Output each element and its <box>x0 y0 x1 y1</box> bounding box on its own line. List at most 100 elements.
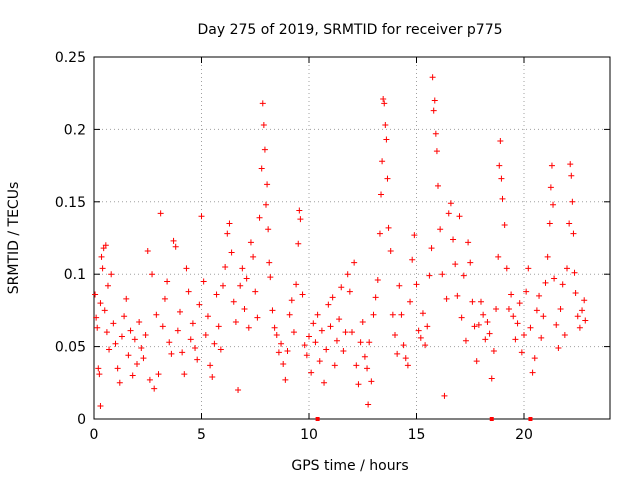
data-point <box>572 290 579 297</box>
data-point <box>550 201 557 208</box>
data-point <box>333 337 340 344</box>
data-point <box>355 381 362 388</box>
data-point <box>379 158 386 165</box>
data-point <box>118 333 125 340</box>
data-point <box>473 358 480 365</box>
data-point <box>553 321 560 328</box>
data-point <box>179 349 186 356</box>
data-point <box>433 148 440 155</box>
data-point <box>359 318 366 325</box>
data-points <box>92 74 589 409</box>
data-point <box>441 392 448 399</box>
data-point <box>295 240 302 247</box>
data-point <box>559 281 566 288</box>
data-point <box>280 360 287 367</box>
data-point <box>426 272 433 279</box>
data-point <box>265 226 272 233</box>
x-axis-marker <box>489 417 494 421</box>
data-point <box>454 292 461 299</box>
data-point <box>566 220 573 227</box>
data-point <box>127 327 134 334</box>
data-point <box>462 337 469 344</box>
data-point <box>490 347 497 354</box>
data-point <box>422 342 429 349</box>
data-point <box>241 305 248 312</box>
data-point <box>445 210 452 217</box>
grid-lines <box>94 57 610 419</box>
data-point <box>250 253 257 260</box>
data-point <box>429 74 436 81</box>
data-point <box>239 265 246 272</box>
data-point <box>338 284 345 291</box>
x-axis-marker <box>315 417 320 421</box>
data-point <box>194 356 201 363</box>
y-axis-label: SRMTID / TECUs <box>6 182 22 295</box>
data-point <box>417 334 424 341</box>
data-point <box>217 346 224 353</box>
data-point <box>569 198 576 205</box>
data-point <box>97 300 104 307</box>
data-point <box>383 136 390 143</box>
data-point <box>529 369 536 376</box>
data-point <box>349 329 355 336</box>
x-axis-markers <box>315 417 533 421</box>
data-point <box>484 318 491 325</box>
data-point <box>183 265 190 272</box>
data-point <box>400 342 407 349</box>
data-point <box>570 230 577 237</box>
data-point <box>288 297 295 304</box>
data-point <box>211 340 218 347</box>
data-point <box>527 324 534 331</box>
data-point <box>144 248 151 255</box>
x-axis-label: GPS time / hours <box>291 458 408 474</box>
data-point <box>480 311 487 318</box>
data-point <box>142 332 149 339</box>
data-point <box>146 376 153 383</box>
data-point <box>185 288 192 295</box>
data-point <box>290 329 297 336</box>
data-point <box>267 274 274 281</box>
data-point <box>568 172 575 179</box>
data-point <box>297 216 304 223</box>
data-point <box>114 365 121 372</box>
data-point <box>104 282 111 289</box>
data-point <box>579 307 586 314</box>
data-point <box>243 275 250 282</box>
data-point <box>443 295 450 302</box>
data-point <box>166 339 173 346</box>
data-point <box>168 350 175 357</box>
data-point <box>450 236 457 243</box>
data-point <box>508 291 515 298</box>
data-point <box>213 291 220 298</box>
data-point <box>398 311 405 318</box>
data-point <box>121 313 128 320</box>
data-point <box>498 175 505 182</box>
data-point <box>318 327 325 334</box>
data-point <box>512 336 519 343</box>
data-point <box>411 232 418 239</box>
data-point <box>364 365 371 372</box>
data-point <box>469 298 476 305</box>
data-point <box>551 275 558 282</box>
data-point <box>131 336 138 343</box>
data-point <box>458 314 465 321</box>
data-point <box>531 355 538 362</box>
data-point <box>254 314 261 321</box>
data-point <box>381 100 388 107</box>
data-point <box>161 295 168 302</box>
data-point <box>387 248 394 255</box>
data-point <box>497 137 504 144</box>
data-point <box>101 307 108 314</box>
data-point <box>306 333 312 340</box>
data-point <box>329 294 336 301</box>
data-point <box>149 271 156 278</box>
data-point <box>430 107 437 114</box>
data-point <box>372 294 379 301</box>
data-point <box>293 281 300 288</box>
data-point <box>514 320 521 327</box>
data-point <box>153 311 160 318</box>
chart-title: Day 275 of 2019, SRMTID for receiver p77… <box>197 22 502 38</box>
data-point <box>344 271 351 278</box>
data-point <box>346 288 353 295</box>
